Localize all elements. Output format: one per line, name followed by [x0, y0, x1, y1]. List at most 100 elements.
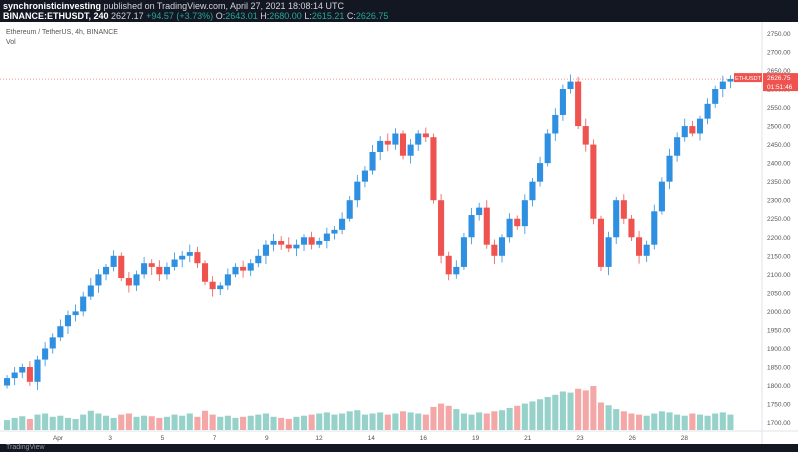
volume-bar: [232, 417, 239, 430]
candle-body: [377, 140, 384, 153]
symbol-label[interactable]: BINANCE:ETHUSDT, 240: [3, 11, 109, 21]
volume-bar: [422, 414, 429, 430]
volume-bar: [171, 414, 178, 430]
volume-bar: [605, 405, 612, 430]
y-tick-label: 2050.00: [767, 290, 791, 297]
candle-body: [64, 315, 72, 327]
candle-body: [460, 237, 467, 267]
candle-body: [26, 366, 33, 382]
candle-body: [514, 218, 521, 227]
volume-bar: [719, 412, 726, 430]
volume-bar: [316, 413, 323, 430]
candle-body: [110, 255, 117, 267]
volume-bar: [529, 401, 536, 430]
volume-bar: [42, 413, 49, 430]
x-tick-label: 21: [524, 435, 532, 442]
candle-body: [163, 266, 170, 275]
volume-bar: [346, 411, 353, 430]
volume-bar: [514, 405, 521, 430]
header-bar: synchronisticinvesting published on Trad…: [0, 0, 798, 22]
y-tick-label: 2200.00: [767, 235, 791, 242]
candle-body: [552, 114, 559, 134]
y-tick-label: 2550.00: [767, 105, 791, 112]
candle-body: [209, 281, 216, 290]
candle-body: [559, 89, 566, 115]
volume-bar: [636, 414, 643, 430]
y-tick-label: 1950.00: [767, 327, 791, 334]
symbol-tag: [734, 73, 762, 83]
volume-bar: [712, 413, 719, 430]
x-tick-label: 23: [576, 435, 584, 442]
volume-bar: [209, 414, 216, 430]
volume-bar: [361, 414, 368, 430]
volume-bar: [141, 415, 148, 430]
y-tick-label: 2100.00: [767, 272, 791, 279]
candle-body: [308, 237, 315, 245]
candle-body: [285, 244, 292, 249]
symbol-line: BINANCE:ETHUSDT, 240 2627.17 +94.57 (+3.…: [3, 11, 388, 21]
volume-bar: [270, 416, 277, 430]
volume-bar: [651, 413, 658, 430]
volume-bar: [11, 417, 18, 430]
candle-body: [87, 285, 94, 297]
volume-bar: [666, 412, 673, 430]
candle-body: [544, 133, 551, 164]
volume-bar: [49, 416, 56, 430]
publish-info: published on TradingView.com, April 27, …: [103, 1, 345, 11]
volume-bar: [255, 414, 262, 430]
candle-body: [704, 103, 711, 119]
volume-bar: [483, 413, 490, 430]
volume-bar: [704, 415, 711, 430]
volume-bar: [64, 417, 72, 430]
open-label: O:: [215, 11, 226, 21]
publish-line: synchronisticinvesting published on Trad…: [3, 1, 344, 11]
high-label: H:: [260, 11, 270, 21]
publisher-name[interactable]: synchronisticinvesting: [3, 1, 102, 11]
y-tick-label: 1850.00: [767, 364, 791, 371]
candle-body: [354, 181, 361, 201]
candle-body: [270, 240, 277, 245]
volume-bar: [369, 413, 376, 430]
candle-body: [438, 200, 445, 256]
volume-legend: Vol: [6, 39, 16, 46]
volume-bar: [156, 417, 163, 430]
candle-body: [72, 311, 79, 316]
candle-body: [620, 200, 627, 219]
volume-bar: [491, 411, 498, 430]
price-axis-bg: [762, 22, 798, 444]
open-value: 2643.01: [225, 11, 258, 21]
y-tick-label: 1800.00: [767, 383, 791, 390]
candle-body: [19, 366, 26, 373]
volume-bar: [544, 397, 551, 430]
tradingview-logo: TradingView: [6, 444, 45, 451]
volume-bar: [72, 419, 79, 430]
candle-body: [696, 118, 704, 134]
volume-bar: [240, 416, 247, 430]
volume-bar: [26, 419, 33, 430]
volume-bar: [217, 416, 224, 430]
candle-body: [399, 133, 407, 156]
candle-body: [148, 263, 155, 267]
volume-bar: [118, 414, 125, 430]
volume-bar: [308, 414, 315, 430]
candle-body: [506, 218, 513, 238]
volume-bar: [110, 417, 117, 430]
x-tick-label: 19: [472, 435, 480, 442]
volume-bar: [262, 413, 269, 430]
volume-bar: [438, 403, 445, 430]
candle-body: [384, 140, 391, 145]
y-tick-label: 2150.00: [767, 253, 791, 260]
volume-bar: [506, 408, 513, 430]
candle-body: [430, 137, 437, 201]
candle-body: [575, 81, 582, 127]
volume-bar: [597, 402, 605, 430]
candle-body: [476, 207, 483, 216]
volume-bar: [445, 405, 452, 430]
candlestick-chart[interactable]: 1700.00 1750.00 1800.00 1850.00 1900.00 1950.…: [0, 22, 798, 444]
candle-body: [262, 244, 269, 256]
x-tick-label: 5: [161, 435, 165, 442]
candle-body: [597, 218, 605, 267]
footer-bar: TradingView: [0, 444, 798, 452]
volume-bar: [201, 410, 209, 430]
y-tick-label: 2000.00: [767, 309, 791, 316]
